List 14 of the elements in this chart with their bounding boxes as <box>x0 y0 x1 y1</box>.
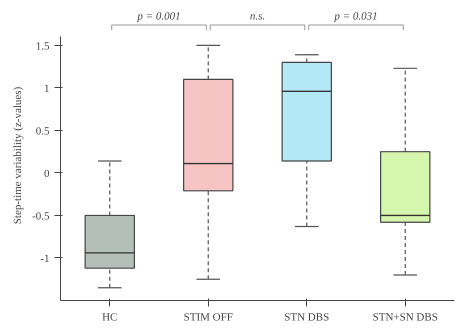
x-tick-label: STIM OFF <box>184 312 233 324</box>
y-tick-label: 0 <box>44 168 50 180</box>
y-tick-label: -1 <box>40 252 50 265</box>
x-tick-label: STN DBS <box>284 312 330 324</box>
text: p = 0.001 <box>136 10 181 22</box>
y-axis-title: Step-time variability (z-values) <box>12 86 24 224</box>
text: p = 0.031 <box>333 10 378 22</box>
y-tick-label: 1.5 <box>36 40 50 52</box>
text: n.s. <box>250 10 266 22</box>
x-tick-label: HC <box>102 312 118 324</box>
y-tick-label: 0.5 <box>36 125 50 138</box>
y-tick-label: -0.5 <box>32 210 50 222</box>
x-tick-label: STN+SN DBS <box>372 312 438 324</box>
y-tick-label: 1 <box>44 82 50 95</box>
